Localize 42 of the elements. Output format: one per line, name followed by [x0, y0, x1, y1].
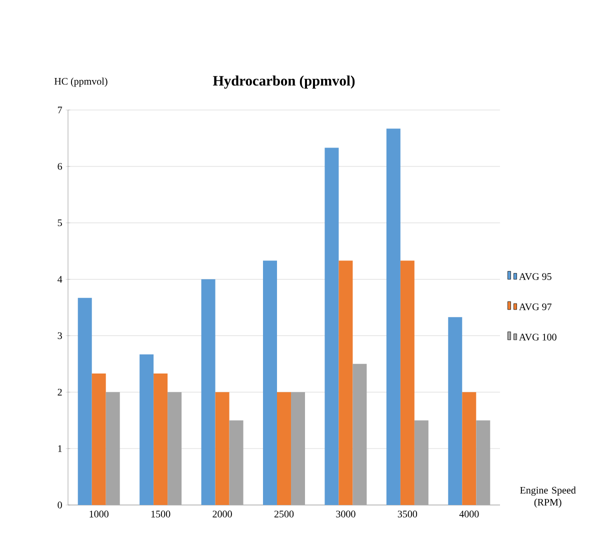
x-tick-label: 3000	[336, 510, 356, 518]
x-tick-label: 3500	[398, 510, 418, 518]
bar	[215, 392, 230, 505]
bar	[352, 364, 367, 505]
bar	[106, 392, 120, 505]
y-tick-label: 4	[58, 276, 62, 283]
y-tick-label: 2	[58, 388, 62, 396]
bar	[448, 317, 462, 505]
bar	[78, 298, 92, 505]
bar	[140, 354, 154, 505]
y-tick-label: 0	[58, 502, 62, 508]
bar	[168, 392, 182, 505]
x-tick-label: 2500	[274, 510, 294, 518]
x-tick-label: 4000	[459, 510, 479, 518]
legend-label: AVG 95	[519, 273, 552, 280]
y-tick-label: 7	[58, 106, 62, 114]
bar	[414, 420, 428, 505]
y-tick-label: 5	[58, 220, 62, 226]
y-axis-title: HC (ppmvol)	[54, 78, 108, 87]
x-tick-label: 1500	[151, 510, 170, 518]
bar	[92, 374, 106, 505]
bar	[154, 374, 168, 505]
bar	[291, 392, 305, 505]
bar	[201, 279, 216, 505]
chart-title: Hydrocarbon (ppmvol)	[212, 76, 355, 89]
bar	[324, 148, 339, 505]
y-tick-label: 3	[58, 332, 62, 340]
bar	[386, 128, 400, 505]
bar	[338, 260, 353, 505]
bar	[263, 260, 277, 505]
y-tick-label: 6	[58, 163, 62, 170]
legend-label: AVG 97	[519, 304, 552, 310]
bar	[277, 392, 292, 505]
x-tick-label: 1000	[90, 510, 108, 518]
x-axis-title: Engine Speed (RPM)	[520, 486, 576, 508]
bar	[229, 420, 244, 505]
bar	[400, 260, 414, 505]
bar	[476, 420, 490, 505]
x-tick-label: 2000	[212, 510, 232, 518]
y-tick-label: 1	[58, 445, 62, 452]
bar	[462, 392, 476, 505]
legend-label: AVG 100	[519, 334, 556, 341]
